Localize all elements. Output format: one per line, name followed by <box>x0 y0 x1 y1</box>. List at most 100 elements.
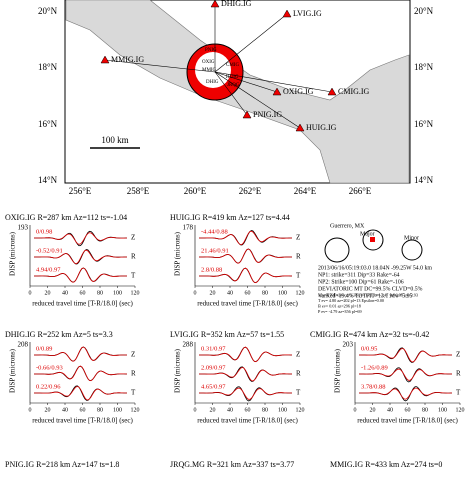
inner-label: CMIG <box>226 63 239 68</box>
x-tick-label: 40 <box>227 407 233 413</box>
fit-label: 21.46/0.91 <box>201 247 229 254</box>
synthetic-trace <box>199 387 292 400</box>
synthetic-trace <box>199 367 292 382</box>
component-label: T <box>131 389 136 397</box>
ray <box>104 59 216 73</box>
x-tick-label: 120 <box>456 407 465 413</box>
fit-label: 0.22/0.96 <box>36 383 61 390</box>
station-label: PNIG.IG <box>253 110 282 119</box>
y-label: DISP (microns) <box>174 231 182 276</box>
y-label: DISP (microns) <box>174 348 182 393</box>
station-label: LVIG.IG <box>293 9 322 18</box>
component-label: Z <box>456 351 460 359</box>
info-line: B ev= 0.01 az=296 pl=18 <box>318 303 361 308</box>
synthetic-trace <box>199 346 292 363</box>
synthetic-trace <box>359 368 452 381</box>
component-label: T <box>456 389 461 397</box>
mech-mark <box>370 237 375 242</box>
station-label: MMIG.IG <box>111 55 144 64</box>
panel-title: CMIG.IG R=474 km Az=32 ts=-0.42 <box>310 330 429 339</box>
x-tick-label: 0 <box>29 290 32 296</box>
station-label: CMIG.IG <box>338 87 370 96</box>
station <box>272 87 282 96</box>
x-tick-label: 60 <box>80 407 86 413</box>
component-label: Z <box>296 351 300 359</box>
x-tick-label: 40 <box>62 407 68 413</box>
fit-label: 4.94/0.97 <box>36 266 61 273</box>
panel-title: LVIG.IG R=352 km Az=57 ts=1.55 <box>170 330 284 339</box>
x-tick-label: 80 <box>97 290 103 296</box>
lat-label: 16°N <box>38 119 58 129</box>
component-label: Z <box>131 351 135 359</box>
minor-label: Minor <box>404 235 419 241</box>
info-line: Mo=4.79E+24 xx=3.38 yy=1.81 zz=-2.47 yz=… <box>318 292 418 297</box>
x-tick-label: 20 <box>45 290 51 296</box>
major-label: Major <box>360 231 375 237</box>
fit-label: 0.31/0.97 <box>201 345 226 352</box>
x-tick-label: 60 <box>80 290 86 296</box>
inner-label: DHIG <box>206 80 219 85</box>
synthetic-trace <box>359 387 452 400</box>
fit-label: 0/0.95 <box>361 345 377 352</box>
synthetic-trace <box>199 230 292 246</box>
lon-label: 266°E <box>349 186 372 196</box>
lat-label: 18°N <box>414 62 434 72</box>
x-tick-label: 0 <box>354 407 357 413</box>
inner-label: PNIG <box>205 48 217 53</box>
beachball-center <box>195 52 231 88</box>
x-tick-label: 100 <box>438 407 447 413</box>
y-label: DISP (microns) <box>334 348 342 393</box>
lon-label: 256°E <box>69 186 92 196</box>
synthetic-trace <box>199 267 292 284</box>
station <box>282 9 292 18</box>
region: Guerrero, MX <box>330 223 365 229</box>
x-tick-label: 100 <box>113 407 122 413</box>
mech-ball <box>324 237 350 263</box>
synthetic-trace <box>34 346 127 362</box>
y-max: 203 <box>343 341 354 349</box>
info-line: P ev= -4.79 az=356 pl=69 <box>318 309 362 314</box>
synthetic-trace <box>34 365 127 382</box>
station-label: HUIG.IG <box>306 123 337 132</box>
x-tick-label: 20 <box>210 407 216 413</box>
x-tick-label: 80 <box>262 407 268 413</box>
component-label: Z <box>296 234 300 242</box>
inner-label: JRQG <box>227 83 240 88</box>
x-tick-label: 20 <box>45 407 51 413</box>
x-tick-label: 60 <box>245 407 251 413</box>
fit-label: 2.09/0.97 <box>201 364 226 371</box>
panel-title: PNIG.IG R=218 km Az=147 ts=1.8 <box>5 460 119 469</box>
ray <box>214 71 333 93</box>
fit-label: -1.26/0.89 <box>361 364 388 371</box>
x-tick-label: 0 <box>29 407 32 413</box>
synthetic-trace <box>359 348 452 363</box>
lat-label: 18°N <box>38 62 58 72</box>
component-label: T <box>296 389 301 397</box>
mech-ball <box>401 239 423 261</box>
x-tick-label: 60 <box>245 290 251 296</box>
panel-title: HUIG.IG R=419 km Az=127 ts=4.44 <box>170 213 290 222</box>
x-tick-label: 120 <box>296 290 305 296</box>
panel-title: DHIG.IG R=252 km Az=5 ts=3.3 <box>5 330 113 339</box>
info-line: DEVIATORIC MT DC=99.5% CLVD=0.5% <box>318 286 423 292</box>
y-label: DISP (microns) <box>9 348 17 393</box>
inner-label: MMIG <box>202 68 217 73</box>
fit-label: -0.52/0.91 <box>36 247 63 254</box>
x-label: reduced travel time [T-R/18.0] (sec) <box>357 417 458 425</box>
x-tick-label: 120 <box>131 407 140 413</box>
fit-label: -4.44/0.88 <box>201 228 228 235</box>
fit-label: -0.66/0.93 <box>36 364 63 371</box>
station <box>210 0 220 8</box>
station <box>242 110 252 119</box>
component-label: T <box>296 272 301 280</box>
y-label: DISP (microns) <box>9 231 17 276</box>
station-label: DHIG.IG <box>221 0 252 8</box>
x-tick-label: 40 <box>227 290 233 296</box>
inner-label: OXIG <box>202 60 215 65</box>
x-tick-label: 100 <box>113 290 122 296</box>
panel-title: OXIG.IG R=287 km Az=112 ts=-1.04 <box>5 213 127 222</box>
synthetic-trace <box>34 249 127 265</box>
x-tick-label: 80 <box>97 407 103 413</box>
info-line: NP1: strike=311 Dip=33 Rake=-64 <box>318 272 400 278</box>
